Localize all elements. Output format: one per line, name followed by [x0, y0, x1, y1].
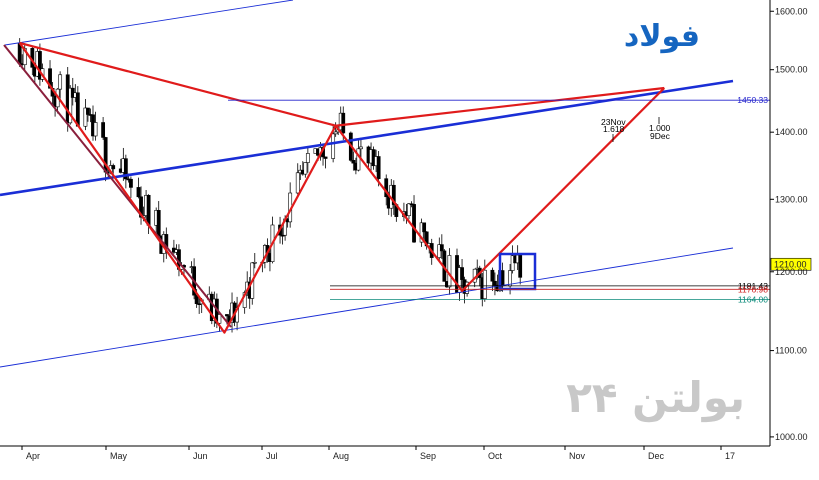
candle-body [101, 122, 106, 138]
annotation-date-1: 23Nov [601, 117, 626, 127]
candle-body [38, 51, 42, 80]
level-label: 1164.00 [738, 294, 768, 304]
candle-body [391, 184, 396, 205]
candle-body [86, 107, 90, 115]
candle-body [136, 187, 141, 198]
current-price-tag [770, 257, 812, 271]
candle-body [384, 178, 389, 198]
candle-body [323, 156, 328, 159]
x-tick-label: Dec [648, 451, 665, 461]
candle-body [48, 68, 52, 89]
candle-body [295, 172, 300, 194]
candle-body [75, 92, 80, 127]
y-tick-label: 1100.00 [775, 346, 807, 356]
candle-body [359, 146, 363, 150]
candle-body [129, 178, 133, 188]
harmonic-bd-leg [335, 86, 665, 127]
harmonic-xb-leg [19, 41, 336, 127]
annotation-ratio-1: 1.618 [603, 124, 625, 134]
candle-body [156, 210, 161, 237]
x-tick-label: Nov [569, 451, 586, 461]
candle-body [500, 270, 505, 287]
x-tick-label: Jun [193, 451, 208, 461]
candle-body [111, 165, 116, 170]
candle-body [356, 148, 361, 171]
channel-upper-line [4, 0, 294, 46]
candle-body [376, 156, 381, 179]
candle-body [305, 153, 310, 163]
candle-body [139, 196, 143, 218]
candle-body [83, 107, 88, 127]
diagonal-line [3, 44, 232, 328]
candle-body [68, 87, 73, 124]
candle-body [422, 222, 427, 233]
candle-body [460, 267, 464, 280]
candle-body [341, 112, 346, 134]
y-tick-label: 1200.00 [775, 267, 808, 277]
candle-body [252, 261, 257, 264]
chart-text: فولاد بولتن ۲۴ 23Nov 1.618 1.000 9Dec [566, 19, 745, 423]
candle-body [303, 162, 308, 175]
candle-body [351, 160, 356, 164]
candles [17, 38, 523, 333]
annotation-ratio-2: 1.000 [649, 123, 671, 133]
x-tick-label: Aug [333, 451, 349, 461]
y-tick-label: 1400.00 [775, 127, 808, 137]
y-tick-label: 1600.00 [775, 6, 808, 16]
axes: 1000.00 1100.00 1200.00 1300.00 1400.00 1500.… [0, 0, 808, 461]
watermark: بولتن ۲۴ [566, 373, 745, 423]
x-tick-label: Sep [420, 451, 436, 461]
y-tick-label: 1000.00 [775, 432, 808, 442]
annotation-date-2: 9Dec [650, 131, 671, 141]
x-tick-label: Apr [26, 451, 40, 461]
candle-body [58, 74, 63, 90]
candle-body [197, 303, 202, 306]
x-tick-label: May [110, 451, 128, 461]
candle-body [493, 280, 497, 286]
candle-body [407, 203, 411, 217]
y-tick-label: 1500.00 [775, 65, 808, 75]
level-label: 1181.43 [738, 281, 768, 291]
candle-body [333, 131, 338, 135]
candle-body [225, 314, 229, 317]
candle-body [419, 222, 424, 243]
candle-body [412, 204, 416, 243]
candle-body [123, 158, 128, 180]
candle-body [331, 133, 336, 159]
candle-body [439, 244, 444, 252]
candle-body [280, 234, 285, 237]
candle-body [490, 269, 495, 282]
candle-body [217, 314, 222, 324]
chart-title: فولاد [624, 19, 700, 54]
candle-body [518, 254, 523, 278]
candle-body [146, 194, 151, 226]
level-label: 1450.33 [737, 95, 768, 105]
current-price-label: 1210.00 [774, 259, 807, 269]
candle-body [482, 269, 487, 299]
x-tick-label: Jul [266, 451, 278, 461]
channel-lower-line [0, 247, 734, 368]
level-label: 1176.98 [738, 284, 768, 294]
x-tick-label: 17 [725, 451, 735, 461]
trend-lines [0, 0, 734, 368]
y-tick-label: 1300.00 [775, 194, 808, 204]
candle-body [93, 122, 98, 137]
x-tick-label: Oct [488, 451, 503, 461]
